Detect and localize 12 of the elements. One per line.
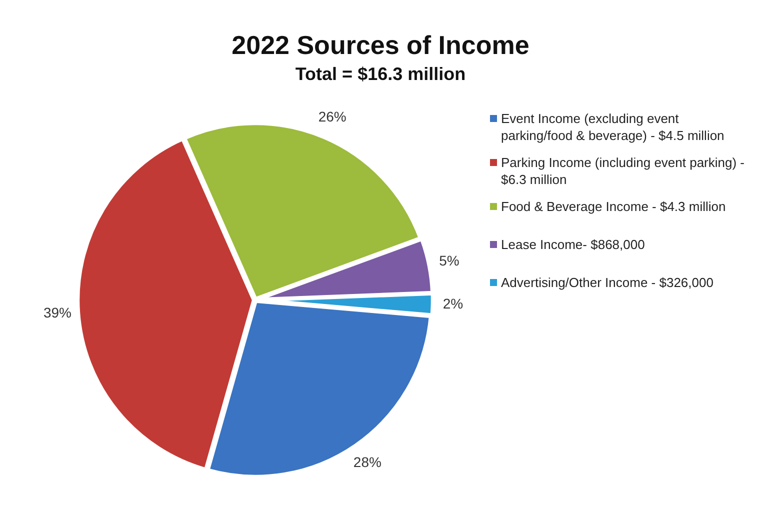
legend-label: Advertising/Other Income - $326,000: [501, 274, 714, 291]
chart-subtitle: Total = $16.3 million: [294, 64, 467, 85]
data-label: 2%: [442, 296, 464, 312]
data-label: 5%: [439, 252, 460, 268]
data-label: 26%: [318, 108, 346, 125]
legend-label: Event Income (excluding event parking/food & beverage) - $4.5 million: [501, 110, 726, 144]
chart-title: 2022 Sources of Income: [230, 30, 530, 61]
data-label: 28%: [353, 454, 382, 470]
legend-label: Lease Income- $868,000: [501, 236, 645, 253]
data-label: 39%: [43, 304, 72, 321]
legend-label: Parking Income (including event parking) - $6.3 million: [501, 154, 746, 188]
legend-label: Food & Beverage Income - $4.3 million: [501, 198, 726, 215]
